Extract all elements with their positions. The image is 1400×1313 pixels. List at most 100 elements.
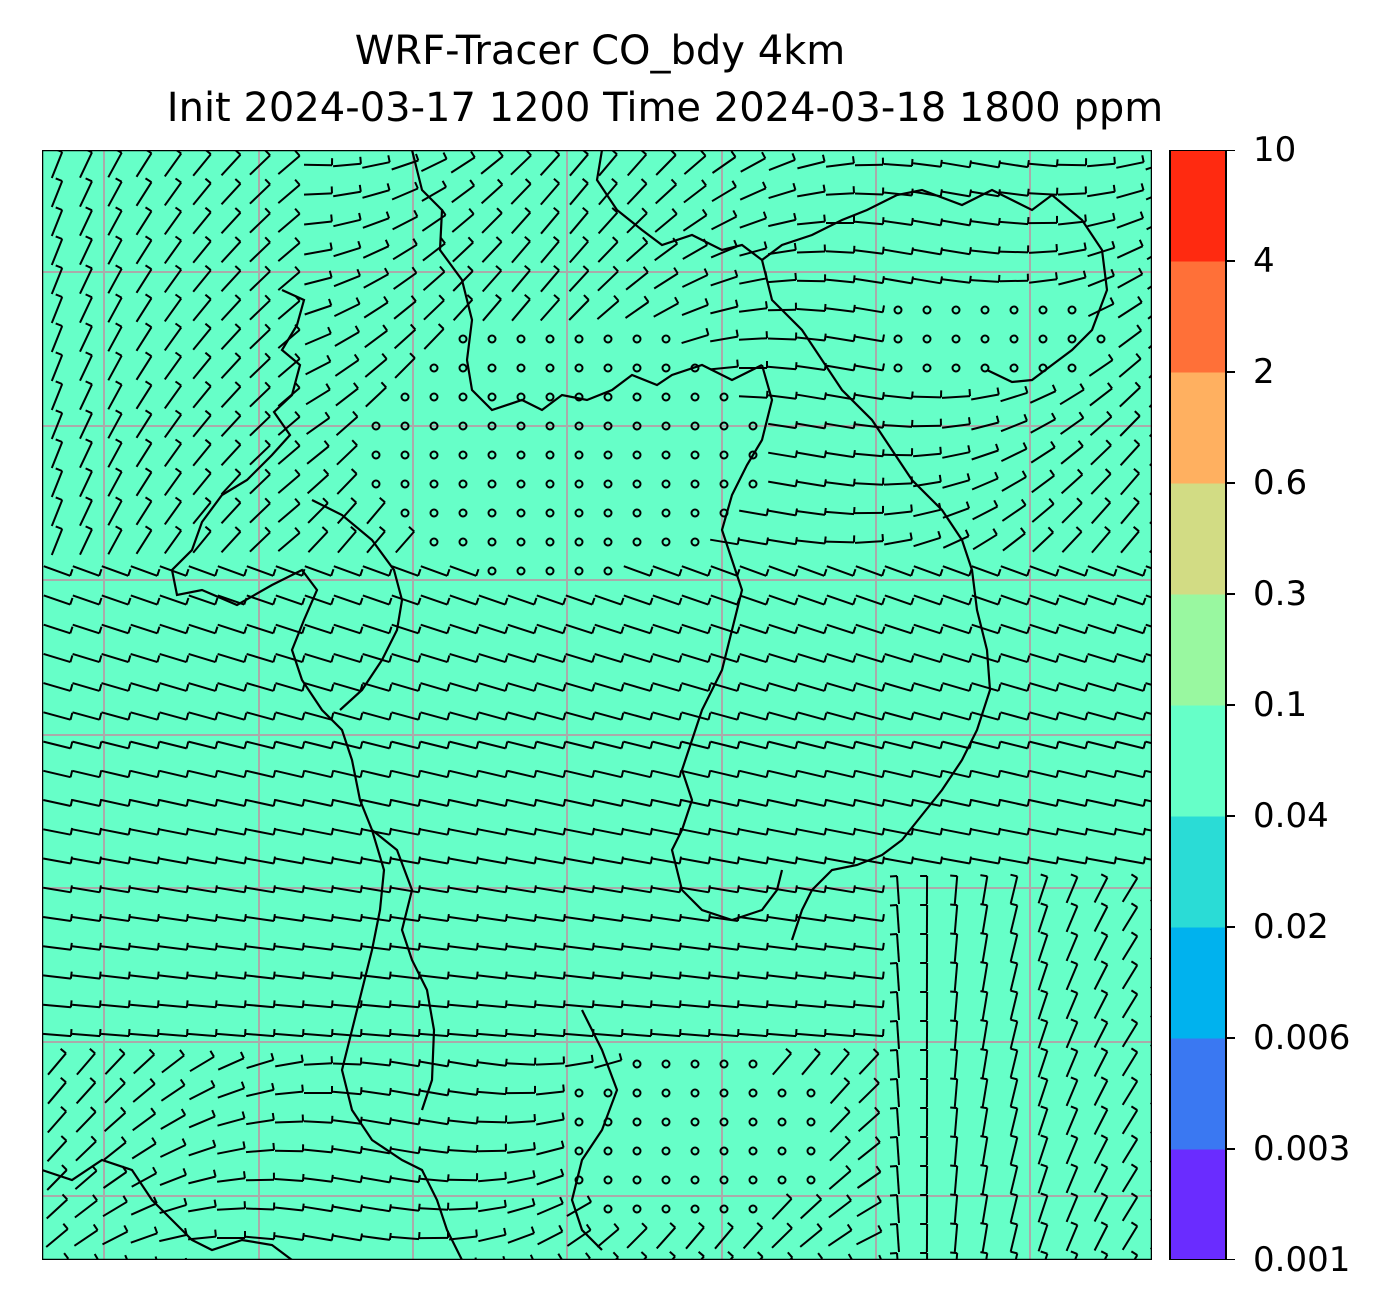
wind-barb-shaft (796, 220, 826, 226)
wind-barb-flag (794, 770, 799, 778)
wind-barb-shaft (72, 682, 100, 692)
wind-barb-flag (950, 1193, 958, 1197)
wind-barb-shaft (245, 1178, 275, 1182)
wind-barb-flag (980, 1164, 988, 1168)
wind-barb-shaft (159, 1003, 187, 1009)
wind-barb-shaft (1000, 161, 1028, 169)
wind-barb-flag (889, 1252, 898, 1255)
wind-barb-shaft (1119, 415, 1141, 437)
wind-barb-flag (62, 1223, 69, 1230)
wind-barb-flag (734, 269, 739, 277)
wind-barb-flag (352, 410, 359, 418)
wind-barb-shaft (188, 1115, 216, 1129)
wind-barb-shaft (394, 357, 416, 379)
wind-barb-flag (1113, 655, 1118, 663)
wind-barb-flag (950, 1164, 958, 1168)
wind-barb-shaft (738, 307, 768, 313)
wind-barb-shaft (510, 183, 532, 205)
wind-barb-flag (736, 626, 741, 634)
wind-barb-shaft (981, 1137, 989, 1165)
wind-barb-shaft (135, 471, 153, 497)
wind-barb-shaft (1000, 419, 1028, 433)
calm-wind-marker (719, 392, 729, 402)
wind-barb-flag (360, 1087, 363, 1095)
wind-barb-flag (939, 798, 944, 807)
wind-barb-shaft (651, 916, 681, 922)
wind-barb-shaft (913, 711, 941, 721)
wind-barb-shaft (1065, 992, 1079, 1020)
wind-barb-flag (707, 827, 712, 835)
wind-barb-shaft (1000, 682, 1028, 692)
colorbar-frame (1169, 150, 1227, 1260)
wind-barb-flag (1070, 1192, 1078, 1198)
wind-barb-shaft (307, 531, 329, 553)
wind-barb-shaft (71, 916, 101, 922)
wind-barb-shaft (594, 711, 622, 721)
wind-barb-shaft (192, 356, 212, 380)
wind-barb-flag (1142, 655, 1147, 663)
wind-barb-flag (330, 770, 335, 778)
wind-barb-shaft (419, 1207, 449, 1211)
wind-barb-flag (794, 508, 798, 516)
wind-barb-shaft (854, 423, 884, 429)
wind-barb-flag (620, 913, 624, 922)
calm-wind-marker (690, 1117, 700, 1127)
wind-barb-shaft (74, 1170, 98, 1190)
wind-barb-shaft (913, 682, 941, 692)
wind-barb-shaft (652, 1003, 680, 1009)
wind-barb-shaft (159, 1144, 187, 1158)
wind-barb-flag (90, 1135, 97, 1142)
wind-barb-shaft (448, 1235, 478, 1241)
wind-barb-flag (1100, 931, 1108, 937)
wind-barb-shaft (135, 181, 153, 207)
wind-barb-flag (1142, 741, 1147, 749)
wind-barb-shaft (565, 1060, 593, 1068)
wind-barb-shaft (768, 509, 796, 517)
wind-barb-shaft (1121, 1167, 1139, 1193)
wind-barb-shaft (1029, 769, 1057, 779)
wind-barb-shaft (1093, 1080, 1109, 1106)
wind-barb-flag (69, 741, 74, 749)
wind-barb-shaft (192, 298, 212, 322)
wind-barb-flag (417, 1174, 421, 1183)
wind-barb-shaft (275, 828, 303, 836)
wind-barb-flag (243, 856, 247, 864)
wind-barb-flag (214, 942, 218, 950)
wind-barb-shaft (478, 828, 506, 836)
wind-barb-shaft (597, 270, 619, 292)
wind-barb-shaft (277, 416, 301, 436)
wind-barb-shaft (304, 886, 332, 894)
wind-barb-shaft (361, 945, 391, 951)
calm-wind-marker (574, 508, 584, 518)
wind-barb-flag (417, 798, 422, 807)
calm-wind-marker (400, 450, 410, 460)
wind-barb-flag (505, 1087, 508, 1095)
wind-barb-shaft (739, 594, 767, 606)
wind-barb-flag (272, 856, 276, 864)
wind-barb-shaft (594, 652, 622, 664)
wind-barb-shaft (855, 652, 883, 664)
wind-barb-shaft (216, 974, 246, 980)
wind-barb-shaft (452, 241, 474, 263)
wind-barb-flag (532, 1170, 536, 1178)
wind-barb-shaft (1093, 1225, 1109, 1251)
wind-barb-flag (1026, 741, 1031, 749)
wind-barb-flag (765, 856, 769, 864)
wind-barb-flag (185, 568, 190, 577)
wind-barb-shaft (333, 828, 361, 836)
colorbar-band (1170, 372, 1226, 484)
wind-barb-flag (174, 496, 182, 503)
wind-barb-flag (980, 1077, 988, 1081)
wind-barb-flag (852, 913, 856, 922)
wind-barb-shaft (825, 162, 855, 168)
wind-barb-shaft (623, 857, 651, 865)
wind-barb-shaft (192, 385, 212, 409)
wind-barb-shaft (478, 682, 506, 692)
wind-barb-shaft (855, 452, 883, 458)
wind-barb-shaft (361, 1061, 391, 1067)
wind-barb-flag (650, 1029, 653, 1037)
wind-barb-flag (591, 913, 595, 922)
wind-barb-flag (727, 1222, 734, 1229)
wind-barb-shaft (622, 1032, 652, 1038)
wind-barb-flag (939, 189, 943, 197)
